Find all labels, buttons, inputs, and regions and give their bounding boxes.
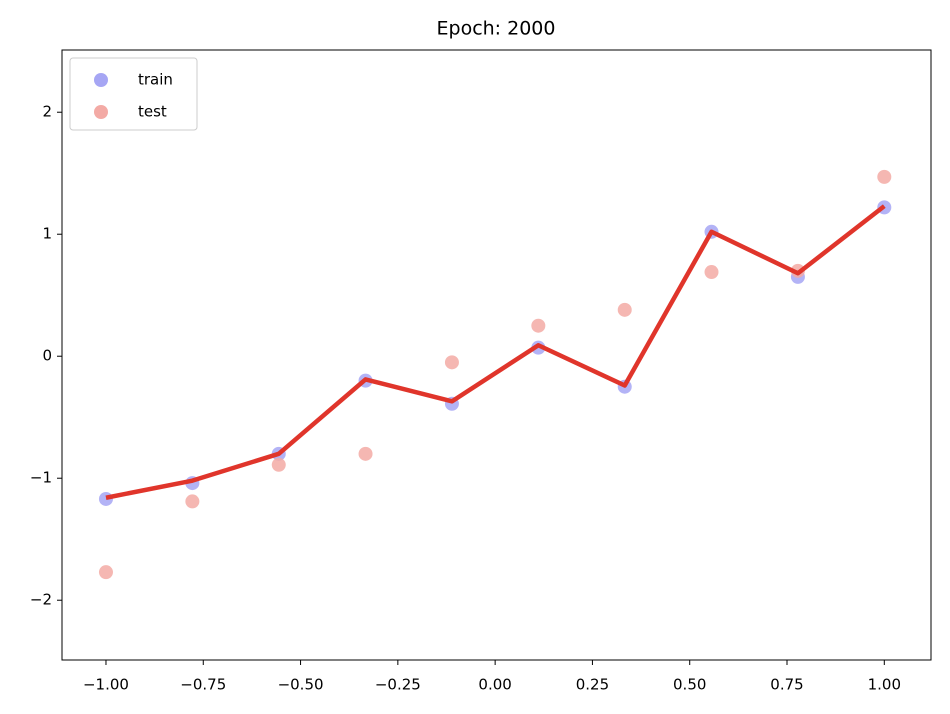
legend-label: test bbox=[138, 103, 167, 121]
x-tick-label: −0.75 bbox=[180, 676, 226, 694]
legend-label: train bbox=[138, 71, 173, 89]
x-tick-label: 0.25 bbox=[576, 676, 609, 694]
point bbox=[617, 302, 632, 317]
plot-frame bbox=[61, 49, 932, 661]
x-tick-label: 0.50 bbox=[673, 676, 706, 694]
x-tick-label: −1.00 bbox=[83, 676, 129, 694]
point bbox=[877, 169, 892, 184]
point bbox=[98, 565, 113, 580]
point bbox=[444, 355, 459, 370]
y-tick-label: −2 bbox=[30, 591, 52, 609]
legend-marker bbox=[94, 105, 108, 119]
legend-marker bbox=[94, 73, 108, 87]
x-tick-label: 1.00 bbox=[868, 676, 901, 694]
point bbox=[185, 494, 200, 509]
legend-box bbox=[69, 57, 198, 131]
chart-title: Epoch: 2000 bbox=[437, 18, 556, 40]
y-tick-label: 1 bbox=[42, 225, 52, 243]
y-tick-label: 0 bbox=[42, 347, 52, 365]
x-tick-label: −0.50 bbox=[278, 676, 324, 694]
point bbox=[704, 265, 719, 280]
x-tick-label: 0.75 bbox=[770, 676, 803, 694]
x-tick-label: 0.00 bbox=[478, 676, 511, 694]
point bbox=[531, 318, 546, 333]
y-tick-label: 2 bbox=[42, 103, 52, 121]
point bbox=[358, 446, 373, 461]
point bbox=[271, 457, 286, 472]
y-tick-label: −1 bbox=[30, 469, 52, 487]
x-tick-label: −0.25 bbox=[375, 676, 421, 694]
fit-line bbox=[105, 204, 886, 500]
